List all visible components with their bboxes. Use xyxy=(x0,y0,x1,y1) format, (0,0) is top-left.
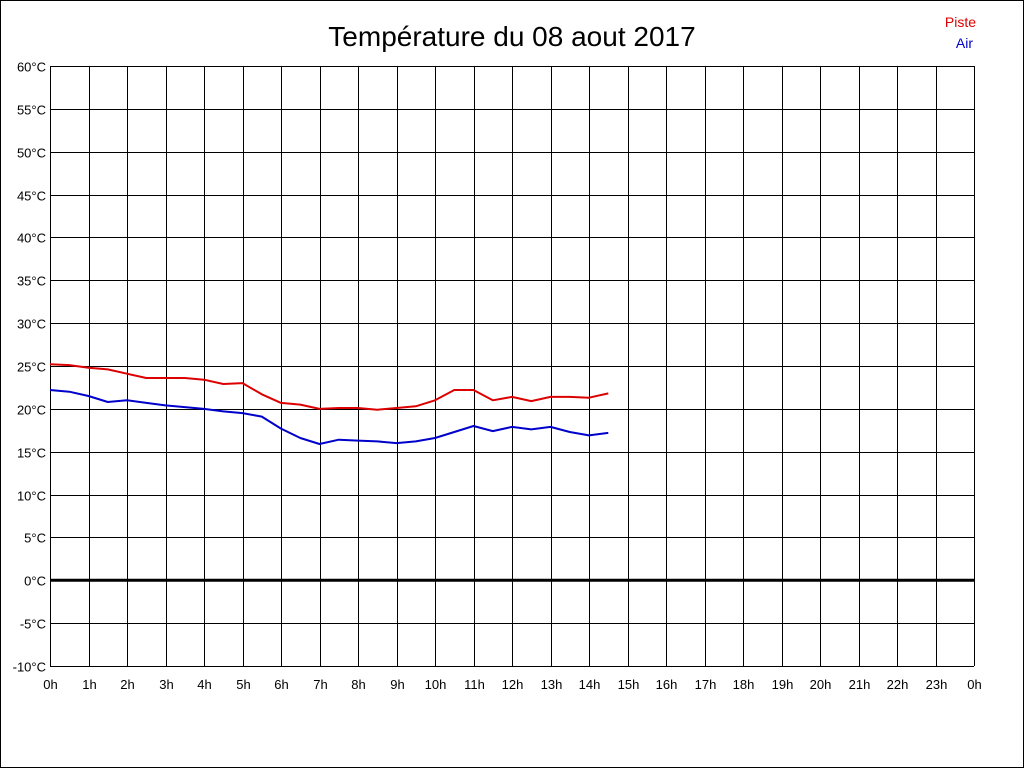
y-tick-label: 25°C xyxy=(17,360,46,375)
y-tick-label: -10°C xyxy=(13,660,46,675)
legend-air: Air xyxy=(956,35,973,51)
x-tick-label: 11h xyxy=(464,677,485,692)
y-tick-label: 30°C xyxy=(17,317,46,332)
x-tick-label: 17h xyxy=(695,677,717,692)
y-tick-label: 10°C xyxy=(17,489,46,504)
grid xyxy=(50,66,975,667)
x-tick-label: 9h xyxy=(390,677,404,692)
series-line-piste xyxy=(49,363,609,411)
x-tick-label: 8h xyxy=(351,677,365,692)
y-tick-label: 5°C xyxy=(24,531,46,546)
x-tick-label: 14h xyxy=(579,677,601,692)
y-tick-label: 60°C xyxy=(17,60,46,75)
x-tick-label: 18h xyxy=(733,677,755,692)
x-tick-label: 10h xyxy=(425,677,447,692)
x-tick-label: 0h xyxy=(43,677,57,692)
axes: 0h 1h 2h 3h 4h 5h 6h 7h 8h 9h 10h 11h 12h 13h 14h 15h 16… xyxy=(13,60,982,693)
x-tick-label: 16h xyxy=(656,677,678,692)
x-tick-label: 5h xyxy=(236,677,250,692)
legend: Piste Air xyxy=(945,14,976,51)
x-tick-label: 12h xyxy=(502,677,524,692)
x-tick-label: 0h xyxy=(967,677,981,692)
x-tick-label: 4h xyxy=(197,677,211,692)
y-tick-label: 20°C xyxy=(17,403,46,418)
x-tick-label: 19h xyxy=(772,677,794,692)
x-tick-label: 23h xyxy=(926,677,948,692)
y-tick-label: -5°C xyxy=(20,617,46,632)
series-lines xyxy=(49,363,609,445)
x-tick-label: 22h xyxy=(887,677,909,692)
y-tick-label: 15°C xyxy=(17,446,46,461)
y-tick-label: 50°C xyxy=(17,146,46,161)
series-line-air xyxy=(49,389,609,445)
x-tick-label: 20h xyxy=(810,677,832,692)
x-tick-label: 15h xyxy=(618,677,640,692)
x-tick-label: 13h xyxy=(541,677,563,692)
y-tick-label: 0°C xyxy=(24,574,46,589)
x-tick-label: 7h xyxy=(313,677,327,692)
y-tick-label: 45°C xyxy=(17,189,46,204)
x-tick-label: 6h xyxy=(274,677,288,692)
chart-title: Température du 08 aout 2017 xyxy=(328,21,695,52)
y-tick-label: 55°C xyxy=(17,103,46,118)
x-tick-label: 1h xyxy=(82,677,96,692)
x-tick-label: 21h xyxy=(849,677,871,692)
y-tick-label: 40°C xyxy=(17,231,46,246)
legend-piste: Piste xyxy=(945,14,976,30)
x-tick-label: 3h xyxy=(159,677,173,692)
x-tick-label: 2h xyxy=(120,677,134,692)
y-tick-label: 35°C xyxy=(17,274,46,289)
